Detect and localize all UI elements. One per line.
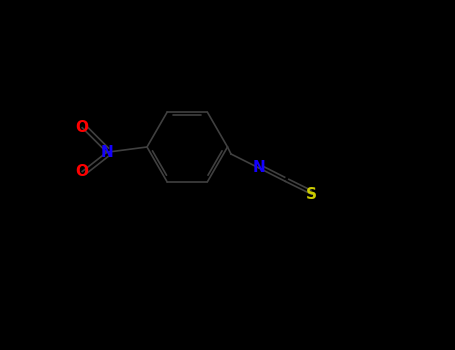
Text: N: N: [253, 161, 265, 175]
Text: S: S: [306, 187, 317, 202]
Text: N: N: [101, 145, 113, 160]
Text: O: O: [76, 120, 89, 135]
Text: O: O: [76, 164, 89, 179]
